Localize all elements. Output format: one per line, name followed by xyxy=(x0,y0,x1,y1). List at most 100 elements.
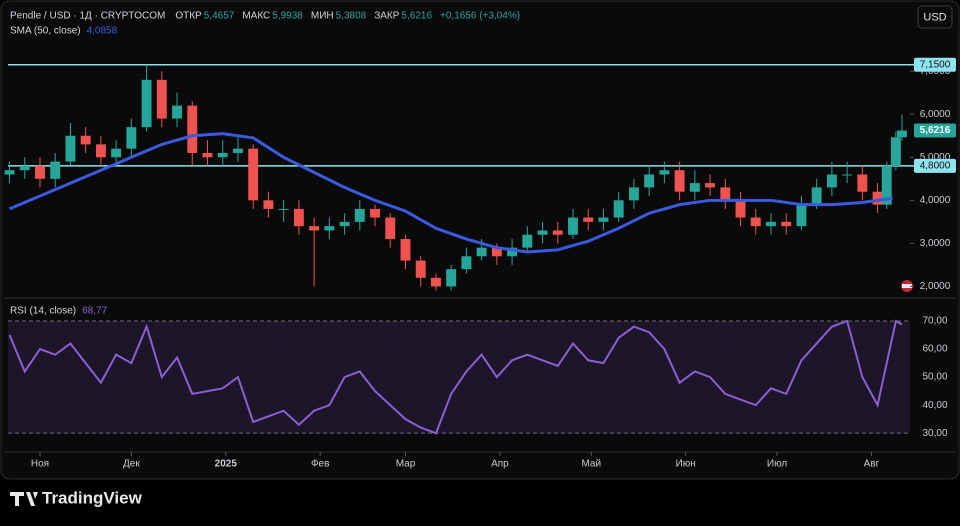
candle-body xyxy=(172,105,182,119)
candle-body xyxy=(507,247,518,257)
x-tick-label: 2025 xyxy=(215,459,238,470)
y-tick-label: 4,0000 xyxy=(920,195,951,206)
candle-body xyxy=(370,208,380,218)
level-tag xyxy=(914,158,956,173)
y-tick-label: 2,0000 xyxy=(920,281,951,292)
candle-body xyxy=(811,187,822,205)
candle-body xyxy=(644,174,655,188)
candle-body xyxy=(354,208,365,222)
header-text: Pendle / USD · 1Д · CRYPTOCOM xyxy=(10,11,165,22)
candle-body xyxy=(187,105,198,153)
candle-body xyxy=(65,135,76,162)
candle-body xyxy=(95,144,106,158)
candle-body xyxy=(156,79,167,119)
candle-body xyxy=(583,217,594,222)
candle-body xyxy=(19,165,30,171)
candle-body xyxy=(111,148,122,158)
chart-frame xyxy=(0,0,960,480)
candle-body xyxy=(659,170,670,175)
last-price-tag xyxy=(914,123,956,138)
sma-name: SMA (50, close) xyxy=(10,26,81,37)
header-text: 5,6216 xyxy=(401,11,432,22)
rsi-tick-label: 40,00 xyxy=(922,400,947,411)
candle-body xyxy=(293,208,304,227)
header-text: ОТКР xyxy=(175,11,202,22)
currency-label[interactable]: USD xyxy=(923,11,946,23)
candle-body xyxy=(568,217,578,235)
rsi-value: 68,77 xyxy=(82,306,107,317)
rsi-tick-label: 70,00 xyxy=(922,316,947,327)
candle-body xyxy=(446,269,457,287)
sma-line xyxy=(8,132,894,254)
candle-body xyxy=(897,130,907,138)
logo-icon xyxy=(10,492,38,506)
x-tick-label: Ноя xyxy=(31,459,49,470)
last-price-label: 5,6216 xyxy=(920,125,951,136)
rsi-name: RSI (14, close) xyxy=(10,306,76,317)
x-tick-label: Авг xyxy=(864,459,880,470)
rsi-line xyxy=(8,319,903,435)
level-label: 7,1500 xyxy=(920,59,951,70)
candle-body xyxy=(735,200,746,218)
candle-body xyxy=(50,161,61,179)
candle-body xyxy=(890,137,901,166)
rsi-tick-label: 60,00 xyxy=(922,344,947,355)
candle-body xyxy=(217,152,228,158)
candle-body xyxy=(881,165,892,205)
candle-body xyxy=(826,174,837,188)
candle-body xyxy=(141,79,152,128)
candle-body xyxy=(598,217,609,222)
candle-body xyxy=(400,239,411,261)
x-tick-label: Мар xyxy=(396,459,416,470)
candle-body xyxy=(796,204,807,227)
candle-body xyxy=(80,135,91,145)
x-tick-label: Фев xyxy=(311,459,329,470)
x-tick-label: Июн xyxy=(676,459,696,470)
x-tick-label: Апр xyxy=(491,459,509,470)
candle-body xyxy=(750,217,761,227)
candle-body xyxy=(263,200,274,209)
candle-body xyxy=(491,247,502,257)
header-text: +0,1656 (+3,04%) xyxy=(440,11,520,22)
x-tick-label: Июл xyxy=(767,459,787,470)
flag-stripe xyxy=(902,284,912,288)
y-tick-label: 5,0000 xyxy=(920,152,951,163)
sma-value: 4,0858 xyxy=(87,26,118,37)
candle-body xyxy=(766,221,776,227)
candle-body xyxy=(126,127,137,149)
x-tick-label: Дек xyxy=(123,459,140,470)
header-text: МАКС xyxy=(242,11,270,22)
candle-body xyxy=(476,247,487,257)
candle-body xyxy=(720,187,731,201)
watermark: TradingView xyxy=(42,488,143,507)
candle-body xyxy=(705,183,716,188)
level-tag xyxy=(914,57,956,72)
candle-body xyxy=(339,221,350,227)
rsi-band xyxy=(8,321,910,434)
candle-body xyxy=(628,187,639,201)
rsi-tick-label: 50,00 xyxy=(922,372,947,383)
candle-body xyxy=(842,174,853,176)
candle-body xyxy=(4,170,15,175)
header-text: ЗАКР xyxy=(374,11,400,22)
candle-body xyxy=(552,230,563,235)
candle-body xyxy=(537,230,548,235)
candle-body xyxy=(202,152,213,158)
candle-body xyxy=(522,234,533,248)
candle-body xyxy=(430,277,441,287)
candle-body xyxy=(278,208,289,210)
x-tick-label: Май xyxy=(581,459,601,470)
candle-body xyxy=(872,191,883,205)
header-text: МИН xyxy=(311,11,334,22)
currency-button[interactable] xyxy=(917,5,953,29)
candle-body xyxy=(781,221,792,227)
header-text: 5,4657 xyxy=(204,11,235,22)
candle-body xyxy=(461,256,472,270)
y-tick-label: 3,0000 xyxy=(920,238,951,249)
candle-body xyxy=(35,165,45,179)
header-text: 5,9938 xyxy=(272,11,303,22)
candle-body xyxy=(233,148,243,153)
rsi-tick-label: 30,00 xyxy=(922,428,947,439)
candle-body xyxy=(674,170,685,192)
